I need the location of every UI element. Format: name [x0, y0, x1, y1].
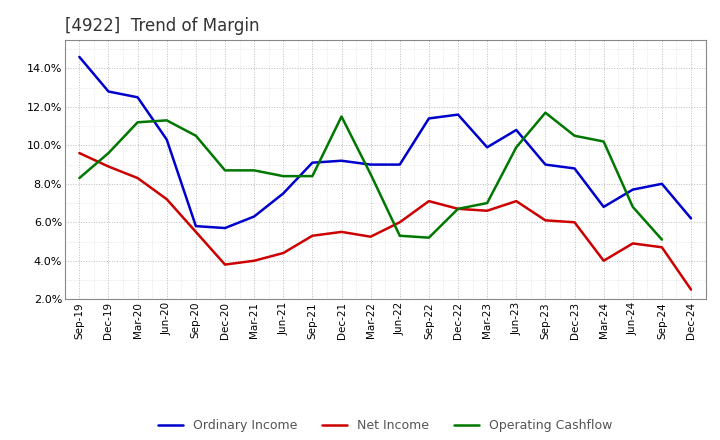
- Ordinary Income: [425, 116, 433, 121]
- Net Income: [425, 198, 433, 204]
- Operating Cashflow: [657, 237, 666, 242]
- Operating Cashflow: [629, 204, 637, 209]
- Net Income: [133, 176, 142, 181]
- Net Income: [687, 287, 696, 292]
- Ordinary Income: [75, 54, 84, 59]
- Ordinary Income: [163, 137, 171, 142]
- Operating Cashflow: [163, 118, 171, 123]
- Ordinary Income: [192, 224, 200, 229]
- Net Income: [599, 258, 608, 264]
- Operating Cashflow: [512, 145, 521, 150]
- Net Income: [512, 198, 521, 204]
- Ordinary Income: [220, 225, 229, 231]
- Net Income: [220, 262, 229, 267]
- Ordinary Income: [337, 158, 346, 163]
- Operating Cashflow: [250, 168, 258, 173]
- Ordinary Income: [454, 112, 462, 117]
- Net Income: [395, 220, 404, 225]
- Net Income: [629, 241, 637, 246]
- Ordinary Income: [250, 214, 258, 219]
- Net Income: [279, 250, 287, 256]
- Net Income: [541, 218, 550, 223]
- Operating Cashflow: [308, 173, 317, 179]
- Net Income: [75, 150, 84, 156]
- Ordinary Income: [395, 162, 404, 167]
- Operating Cashflow: [279, 173, 287, 179]
- Net Income: [657, 245, 666, 250]
- Net Income: [337, 229, 346, 235]
- Operating Cashflow: [133, 120, 142, 125]
- Operating Cashflow: [104, 150, 113, 156]
- Operating Cashflow: [366, 172, 375, 177]
- Line: Net Income: Net Income: [79, 153, 691, 290]
- Operating Cashflow: [192, 133, 200, 139]
- Ordinary Income: [366, 162, 375, 167]
- Net Income: [250, 258, 258, 264]
- Ordinary Income: [541, 162, 550, 167]
- Net Income: [192, 229, 200, 235]
- Operating Cashflow: [75, 176, 84, 181]
- Ordinary Income: [279, 191, 287, 196]
- Net Income: [163, 197, 171, 202]
- Ordinary Income: [629, 187, 637, 192]
- Ordinary Income: [512, 127, 521, 132]
- Ordinary Income: [570, 166, 579, 171]
- Ordinary Income: [104, 89, 113, 94]
- Operating Cashflow: [454, 206, 462, 212]
- Net Income: [483, 208, 492, 213]
- Legend: Ordinary Income, Net Income, Operating Cashflow: Ordinary Income, Net Income, Operating C…: [153, 414, 618, 437]
- Operating Cashflow: [541, 110, 550, 115]
- Net Income: [366, 234, 375, 239]
- Operating Cashflow: [425, 235, 433, 240]
- Text: [4922]  Trend of Margin: [4922] Trend of Margin: [65, 17, 259, 35]
- Line: Operating Cashflow: Operating Cashflow: [79, 113, 662, 240]
- Ordinary Income: [483, 145, 492, 150]
- Operating Cashflow: [570, 133, 579, 139]
- Net Income: [454, 206, 462, 212]
- Line: Ordinary Income: Ordinary Income: [79, 57, 691, 228]
- Ordinary Income: [308, 160, 317, 165]
- Ordinary Income: [657, 181, 666, 187]
- Operating Cashflow: [483, 200, 492, 205]
- Operating Cashflow: [599, 139, 608, 144]
- Operating Cashflow: [395, 233, 404, 238]
- Ordinary Income: [687, 216, 696, 221]
- Ordinary Income: [599, 204, 608, 209]
- Net Income: [308, 233, 317, 238]
- Net Income: [570, 220, 579, 225]
- Ordinary Income: [133, 95, 142, 100]
- Net Income: [104, 164, 113, 169]
- Operating Cashflow: [337, 114, 346, 119]
- Operating Cashflow: [220, 168, 229, 173]
